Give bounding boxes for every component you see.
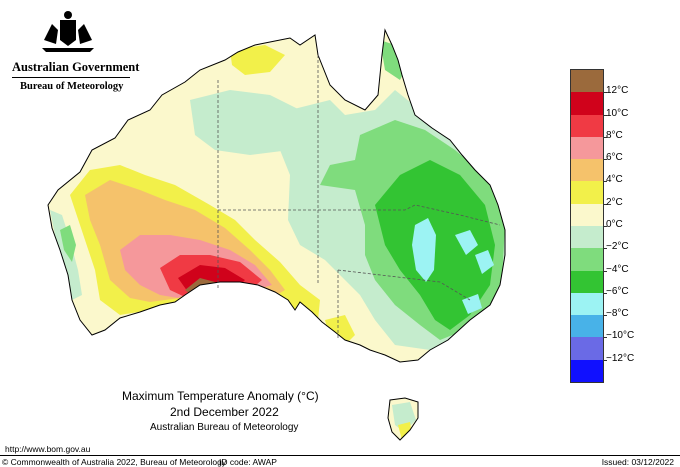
legend-label: −6°C bbox=[606, 285, 629, 297]
legend-tick bbox=[603, 292, 607, 294]
legend-label: 10°C bbox=[606, 107, 629, 119]
legend-swatch bbox=[571, 292, 603, 316]
legend-swatch bbox=[571, 181, 603, 204]
footer-divider bbox=[0, 455, 680, 456]
legend-label: −8°C bbox=[606, 308, 629, 320]
legend-tick bbox=[603, 181, 607, 183]
legend-label: 0°C bbox=[606, 219, 623, 230]
header-divider bbox=[12, 77, 130, 78]
legend-label: 6°C bbox=[606, 152, 623, 164]
legend-swatch bbox=[571, 92, 603, 115]
legend-tick bbox=[603, 270, 607, 272]
footer-issued: Issued: 03/12/2022 bbox=[601, 457, 674, 467]
footer-url[interactable]: http://www.bom.gov.au bbox=[5, 444, 91, 454]
legend-label: −2°C bbox=[606, 241, 629, 253]
legend-tick bbox=[603, 136, 607, 138]
legend-swatch bbox=[571, 226, 603, 249]
legend-tick bbox=[603, 359, 607, 361]
bureau-name: Bureau of Meteorology bbox=[20, 81, 124, 92]
legend-tick bbox=[603, 337, 607, 339]
legend-tick bbox=[603, 92, 607, 94]
legend-swatch bbox=[571, 70, 603, 93]
legend-label: 2°C bbox=[606, 196, 623, 208]
legend-swatch bbox=[571, 136, 603, 160]
legend-label: 8°C bbox=[606, 129, 623, 141]
legend-label: −10°C bbox=[606, 330, 635, 342]
legend-swatch bbox=[571, 359, 603, 382]
legend-label: −12°C bbox=[606, 352, 635, 364]
legend-tick bbox=[603, 248, 607, 250]
crest-icon bbox=[42, 11, 94, 52]
footer-id-code: ID code: AWAP bbox=[219, 457, 277, 467]
legend-swatch bbox=[571, 203, 603, 226]
map-source: Australian Bureau of Meteorology bbox=[150, 422, 299, 433]
map-title: Maximum Temperature Anomaly (°C) bbox=[122, 389, 319, 403]
footer-copyright: © Commonwealth of Australia 2022, Bureau… bbox=[2, 457, 227, 467]
government-name: Australian Government bbox=[12, 60, 140, 74]
legend-swatch bbox=[571, 315, 603, 338]
legend-swatch bbox=[571, 337, 603, 360]
legend-swatch bbox=[571, 114, 603, 137]
legend-tick bbox=[603, 226, 607, 227]
legend-swatch bbox=[571, 159, 603, 182]
legend-tick bbox=[603, 114, 607, 116]
legend-swatch bbox=[571, 248, 603, 271]
legend-tick bbox=[603, 159, 607, 161]
legend-label: −4°C bbox=[606, 263, 629, 275]
legend-swatch bbox=[571, 270, 603, 293]
legend-tick bbox=[603, 315, 607, 317]
legend-tick bbox=[603, 203, 607, 205]
map-date: 2nd December 2022 bbox=[170, 405, 279, 419]
legend-label: 4°C bbox=[606, 174, 623, 186]
color-legend bbox=[570, 69, 607, 383]
legend-label: 12°C bbox=[606, 85, 629, 97]
